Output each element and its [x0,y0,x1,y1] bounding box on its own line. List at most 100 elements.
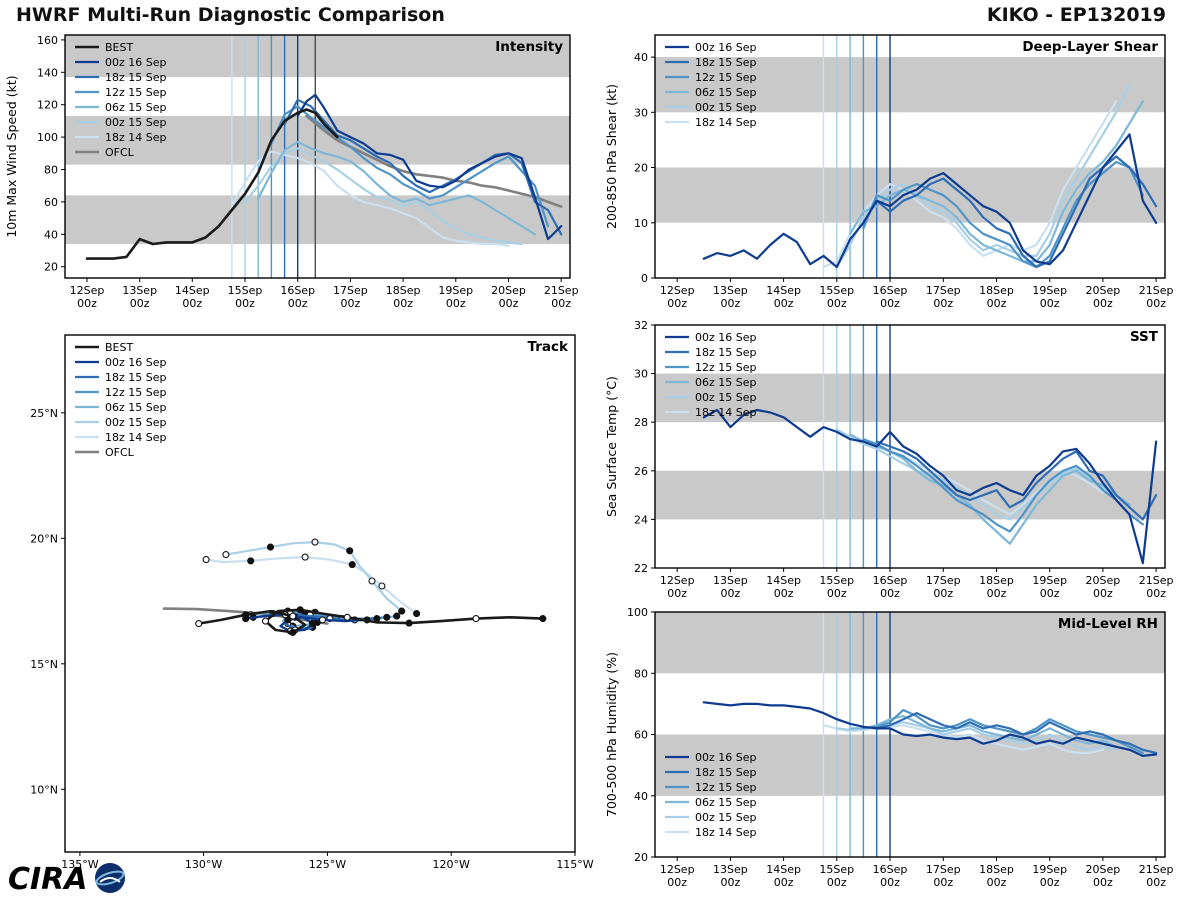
legend-label: 06z 15 Sep [695,86,757,99]
track-position-dot [266,543,275,551]
legend-label: 00z 15 Sep [695,811,757,824]
y-tick-label: 30 [634,106,648,119]
y-tick-label: 120 [37,99,58,112]
series-line-best [197,608,545,634]
legend-label: 12z 15 Sep [695,71,757,84]
axes-frame [64,34,571,279]
category-band [655,373,1165,423]
panel-track: 135°W 130°W 125°W 120°W 115°W 10°N 15°N 20°N 25°… [0,320,600,898]
series-line-00z-16-sep [702,133,1158,269]
track-position-dot [289,628,297,636]
track-chart: 135°W 130°W 125°W 120°W 115°W 10°N 15°N 20°N 25°… [30,334,594,871]
x-tick-label: 00z [288,297,308,310]
cira-logo-graphic: CIRA [8,862,125,897]
x-tick-label: 12Sep [660,284,695,297]
track-position-dot [378,582,386,590]
x-tick-label: 00z [774,876,794,889]
series-line-18z-14-sep [230,150,510,247]
series-line-18z-15-sep [875,155,1158,269]
legend-label: 12z 15 Sep [695,361,757,374]
category-band [655,612,1165,674]
legend-label: 06z 15 Sep [695,796,757,809]
legend-label: 06z 15 Sep [105,401,167,414]
x-tick-label: 00z [880,587,900,600]
series-line-18z-14-sep [205,556,418,615]
x-tick-label: 18Sep [979,863,1014,876]
category-band [655,57,1165,113]
track-position-dot [413,610,421,618]
category-band [65,35,570,78]
category-band [655,734,1165,796]
x-tick-label: 00z [1040,297,1060,310]
x-tick-label: 00z [1093,587,1113,600]
y-tick-label: 80 [44,164,58,177]
x-tick-label: 20Sep [1086,863,1121,876]
track-position-dot [309,620,317,628]
legend-label: 00z 15 Sep [105,116,167,129]
track-position-dot [373,615,381,623]
legend-label: 18z 14 Sep [695,116,757,129]
x-tick-label: 125°W [309,858,346,871]
panel-title: Deep-Layer Shear [1022,39,1158,55]
page-title: HWRF Multi-Run Diagnostic Comparison [16,4,445,26]
y-tick-label: 40 [634,51,648,64]
x-tick-label: 17Sep [926,574,961,587]
y-tick-label: 10°N [30,783,58,796]
sst-chart: 12Sep00z13Sep00z14Sep00z15Sep00z16Sep00z… [604,319,1173,600]
x-tick-label: 12Sep [660,863,695,876]
x-tick-label: 15Sep [819,284,854,297]
y-tick-label: 0 [641,272,648,285]
legend-label: 00z 15 Sep [695,391,757,404]
x-tick-label: 00z [1146,876,1166,889]
x-tick-label: 19Sep [1032,574,1067,587]
intensity-chart: 12Sep00z13Sep00z14Sep00z15Sep00z16Sep00z… [4,34,579,310]
x-tick-label: 14Sep [766,284,801,297]
y-tick-label: 20 [44,261,58,274]
track-position-dot [472,615,480,623]
legend-label: 18z 15 Sep [695,56,757,69]
y-tick-label: 10 [634,217,648,230]
cira-logo: CIRA [6,858,146,902]
series-line-12z-15-sep [862,438,1144,533]
track-position-dot [247,557,255,565]
series-line-00z-16-sep [702,701,1158,757]
y-tick-label: 140 [37,66,58,79]
y-tick-label: 40 [634,790,648,803]
legend-label: 12z 15 Sep [695,781,757,794]
storm-title: KIKO - EP132019 [986,4,1166,26]
track-position-dot [383,613,391,621]
x-tick-label: 21Sep [1139,284,1174,297]
panel-title: Track [528,339,569,355]
track-position-dot [296,606,304,614]
y-axis-label: 10m Max Wind Speed (kt) [4,75,19,237]
series-line-06z-15-sep [849,100,1144,263]
series-line-06z-15-sep [849,714,1131,751]
series-line-06z-15-sep [257,140,537,236]
series-line-12z-15-sep [270,105,550,228]
y-tick-label: 28 [634,416,648,429]
x-tick-label: 19Sep [438,284,473,297]
track-position-dot [318,616,327,624]
series-line-00z-16-sep [296,93,563,241]
x-tick-label: 130°W [185,858,222,871]
x-tick-label: 120°W [433,858,470,871]
x-tick-label: 00z [667,876,687,889]
x-tick-label: 00z [721,587,741,600]
y-tick-label: 24 [634,513,648,526]
x-tick-label: 17Sep [926,863,961,876]
panel-shear: 12Sep 00z 13Sep 00z 14Sep 00z 15Sep 00z 16Sep 00z… [600,25,1200,320]
track-position-dot [348,561,356,569]
x-tick-label: 00z [721,297,741,310]
legend-label: 00z 16 Sep [695,41,757,54]
series-line-12z-15-sep [862,708,1144,754]
panel-intensity: 12Sep 00z 13Sep 00z 14Sep 00z 15Sep 00z 16Sep 00z… [0,25,600,320]
track-position-dot [539,615,547,623]
x-tick-label: 14Sep [175,284,210,297]
x-tick-label: 13Sep [713,863,748,876]
cira-logo-text: CIRA [8,862,88,897]
x-tick-label: 00z [933,876,953,889]
y-tick-label: 20 [634,162,648,175]
y-tick-label: 26 [634,465,648,478]
x-tick-label: 00z [182,297,202,310]
